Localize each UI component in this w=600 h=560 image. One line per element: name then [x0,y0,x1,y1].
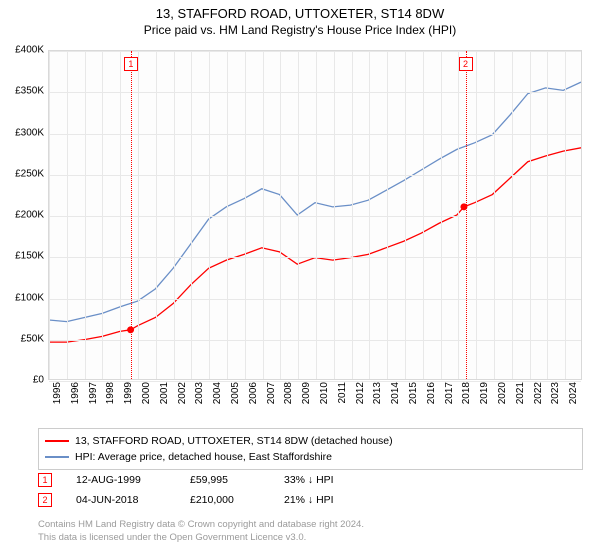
series-line-property [49,148,581,342]
x-tick-label: 2018 [461,382,472,404]
titles: 13, STAFFORD ROAD, UTTOXETER, ST14 8DW P… [0,0,600,37]
x-tick-label: 2008 [283,382,294,404]
y-tick-label: £250K [15,168,44,179]
x-tick-label: 1996 [70,382,81,404]
x-tick-label: 2006 [248,382,259,404]
chart-container: 13, STAFFORD ROAD, UTTOXETER, ST14 8DW P… [0,0,600,560]
sale-date: 12-AUG-1999 [76,470,166,490]
x-tick-label: 2010 [319,382,330,404]
sale-date: 04-JUN-2018 [76,490,166,510]
sale-marker-badge: 2 [38,493,52,507]
x-tick-label: 2007 [266,382,277,404]
y-tick-label: £400K [15,45,44,56]
title-subtitle: Price paid vs. HM Land Registry's House … [0,23,600,37]
legend-swatch-property [45,440,69,442]
sale-marker-badge: 2 [459,57,473,71]
x-tick-label: 2001 [159,382,170,404]
x-tick-label: 2014 [390,382,401,404]
legend-label-property: 13, STAFFORD ROAD, UTTOXETER, ST14 8DW (… [75,433,393,449]
x-tick-label: 2019 [479,382,490,404]
x-tick-label: 2016 [426,382,437,404]
sale-price: £59,995 [190,470,260,490]
x-tick-label: 2005 [230,382,241,404]
legend-swatch-hpi [45,456,69,458]
y-axis: £0£50K£100K£150K£200K£250K£300K£350K£400… [0,50,48,380]
chart-area: 12 [48,50,582,380]
x-tick-label: 2000 [141,382,152,404]
attribution-line: This data is licensed under the Open Gov… [38,531,583,544]
x-tick-label: 1997 [88,382,99,404]
sale-marker-line [466,51,467,379]
y-tick-label: £150K [15,251,44,262]
x-tick-label: 1995 [52,382,63,404]
legend-label-hpi: HPI: Average price, detached house, East… [75,449,332,465]
sale-row: 2 04-JUN-2018 £210,000 21% ↓ HPI [38,490,583,510]
y-tick-label: £300K [15,127,44,138]
sale-row: 1 12-AUG-1999 £59,995 33% ↓ HPI [38,470,583,490]
y-tick-label: £200K [15,210,44,221]
legend: 13, STAFFORD ROAD, UTTOXETER, ST14 8DW (… [38,428,583,470]
x-tick-label: 2012 [355,382,366,404]
legend-row-hpi: HPI: Average price, detached house, East… [45,449,576,465]
x-tick-label: 2024 [568,382,579,404]
sale-price: £210,000 [190,490,260,510]
x-tick-label: 1999 [123,382,134,404]
sale-marker-badge: 1 [38,473,52,487]
x-tick-label: 2022 [533,382,544,404]
sale-pct-vs-hpi: 33% ↓ HPI [284,470,384,490]
plot-svg [49,51,581,379]
series-line-hpi [49,82,581,322]
sale-marker-line [131,51,132,379]
x-tick-label: 2015 [408,382,419,404]
x-tick-label: 1998 [105,382,116,404]
x-tick-label: 2002 [177,382,188,404]
x-tick-label: 2020 [497,382,508,404]
y-tick-label: £350K [15,86,44,97]
x-tick-label: 2003 [194,382,205,404]
x-tick-label: 2009 [301,382,312,404]
x-tick-label: 2004 [212,382,223,404]
sale-pct-vs-hpi: 21% ↓ HPI [284,490,384,510]
sales-table: 1 12-AUG-1999 £59,995 33% ↓ HPI 2 04-JUN… [38,470,583,510]
attribution: Contains HM Land Registry data © Crown c… [38,518,583,544]
sale-marker-badge: 1 [124,57,138,71]
x-tick-label: 2017 [444,382,455,404]
legend-row-property: 13, STAFFORD ROAD, UTTOXETER, ST14 8DW (… [45,433,576,449]
x-tick-label: 2013 [372,382,383,404]
attribution-line: Contains HM Land Registry data © Crown c… [38,518,583,531]
title-address: 13, STAFFORD ROAD, UTTOXETER, ST14 8DW [0,6,600,21]
y-tick-label: £100K [15,292,44,303]
y-tick-label: £50K [21,333,44,344]
y-tick-label: £0 [33,375,44,386]
x-tick-label: 2023 [550,382,561,404]
x-tick-label: 2021 [515,382,526,404]
x-tick-label: 2011 [337,382,348,404]
